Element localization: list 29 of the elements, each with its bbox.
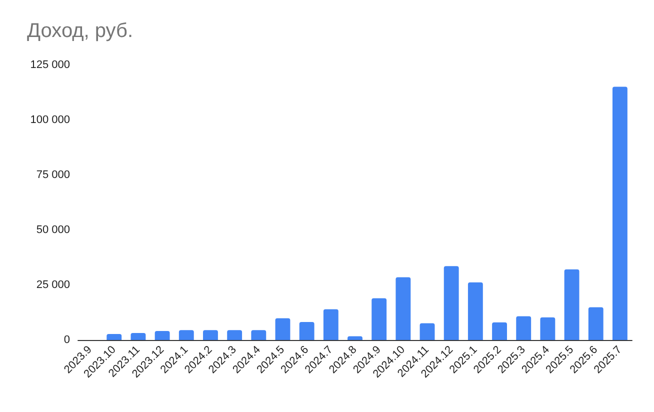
y-tick-label: 100 000 [30, 114, 70, 126]
bar [227, 330, 242, 340]
bar [396, 277, 411, 340]
bar [420, 323, 435, 340]
bar [106, 334, 122, 340]
bar [130, 332, 146, 340]
chart-title: Доход, руб. [27, 20, 134, 42]
bar [154, 330, 170, 340]
bar [492, 322, 507, 340]
bar [372, 298, 387, 340]
y-tick-label: 75 000 [36, 169, 70, 181]
y-tick-label: 0 [64, 334, 70, 346]
bar [178, 330, 194, 340]
bar [612, 86, 628, 340]
y-tick-label: 50 000 [36, 224, 70, 236]
bar [323, 309, 338, 340]
bar [348, 336, 362, 340]
bar [516, 316, 532, 340]
bar [275, 318, 290, 340]
bar [564, 269, 580, 340]
bar [299, 322, 314, 340]
bar [588, 307, 604, 340]
y-tick-label: 125 000 [30, 59, 70, 71]
bar [444, 266, 459, 340]
bar [468, 282, 483, 340]
bar [540, 317, 556, 340]
bar [251, 330, 266, 340]
bar [203, 330, 218, 340]
y-tick-label: 25 000 [36, 279, 70, 291]
